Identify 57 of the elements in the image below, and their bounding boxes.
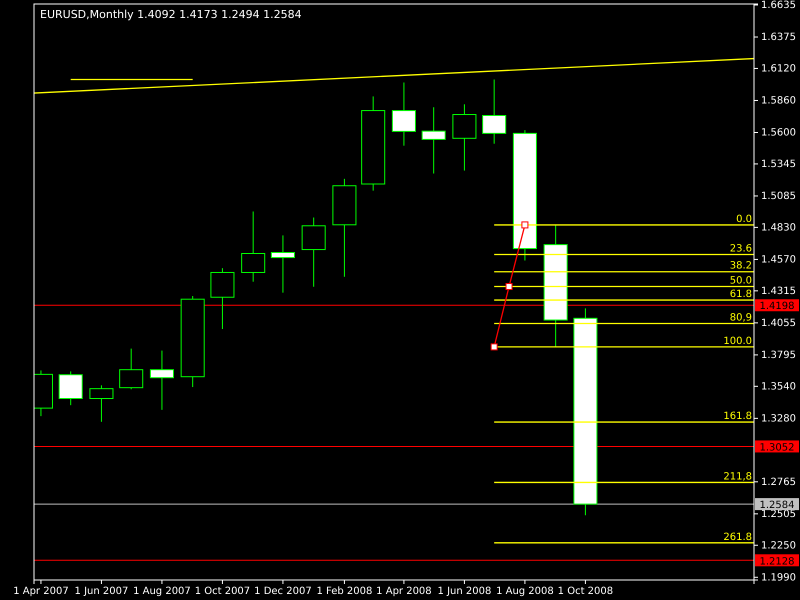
ref-line-label: 1.2128 xyxy=(760,556,794,568)
ref-line-label: 1.4198 xyxy=(760,301,794,312)
chart-title: EURUSD,Monthly 1.4092 1.4173 1.2494 1.2584 xyxy=(40,8,302,21)
y-tick-label: 1.3795 xyxy=(761,350,796,362)
y-tick-label: 1.3540 xyxy=(761,382,796,393)
point xyxy=(490,343,498,350)
ref-line-label: 1.3052 xyxy=(760,442,794,454)
y-tick-label: 1.5085 xyxy=(761,191,796,202)
x-tick-label: 1 Aug 2007 xyxy=(133,586,191,598)
series-label: 161.8 xyxy=(723,411,752,422)
candlestick xyxy=(89,384,114,422)
candlestick xyxy=(58,370,83,406)
y-tick-label: 1.5860 xyxy=(761,96,796,107)
x-tick-label: 1 Dec 2007 xyxy=(254,586,312,598)
candlestick xyxy=(392,82,416,146)
x-tick-label: 1 Jun 2007 xyxy=(74,586,128,598)
series-label: 261.8 xyxy=(723,532,752,543)
x-tick-label: 1 Apr 2007 xyxy=(13,586,69,598)
series-label: 80,9 xyxy=(730,312,752,324)
y-tick-label: 1.2250 xyxy=(761,540,796,552)
x-tick-label: 1 Oct 2008 xyxy=(558,586,614,598)
point xyxy=(521,221,528,228)
y-tick-label: 1.3280 xyxy=(761,414,796,425)
y-tick-label: 1.4315 xyxy=(761,286,796,298)
x-tick-label: 1 Apr 2008 xyxy=(376,586,432,598)
y-tick-label: 1.5600 xyxy=(761,128,796,139)
x-tick-label: 1 Jun 2008 xyxy=(438,586,492,598)
x-tick-label: 1 Oct 2007 xyxy=(194,586,250,598)
y-tick-label: 1.4830 xyxy=(761,222,796,234)
series-label: 38.2 xyxy=(730,260,752,272)
y-tick-label: 1.4570 xyxy=(761,254,796,266)
series-label: 0.0 xyxy=(736,214,752,225)
y-tick-label: 1.4055 xyxy=(761,318,796,330)
y-tick-label: 1.2765 xyxy=(761,477,796,488)
y-tick-label: 1.2505 xyxy=(761,509,796,520)
series-label: 211,8 xyxy=(723,471,752,482)
y-tick-label: 1.6635 xyxy=(761,0,796,12)
candlestick xyxy=(150,350,174,410)
y-tick-label: 1.6120 xyxy=(761,64,796,75)
candlestick xyxy=(302,217,326,288)
candlestick xyxy=(422,106,446,174)
candlestick xyxy=(241,210,266,282)
y-tick-label: 1.5345 xyxy=(761,159,796,170)
candlestick xyxy=(119,348,144,390)
series-label: 23.6 xyxy=(730,243,752,254)
candlestick xyxy=(270,234,295,294)
series-label: 100.0 xyxy=(723,336,752,347)
x-tick-label: 1 Aug 2008 xyxy=(496,586,554,598)
point xyxy=(506,283,513,290)
y-tick-label: 1.6375 xyxy=(761,32,796,44)
x-tick-label: 1 Feb 2008 xyxy=(316,586,372,598)
y-tick-label: 1.1990 xyxy=(761,572,796,584)
candlestick xyxy=(482,79,506,144)
series-label: 61.8 xyxy=(730,289,752,300)
candlestick xyxy=(452,104,476,172)
series-label: 50.0 xyxy=(730,276,752,287)
ref-line-label: 1.2584 xyxy=(760,500,794,512)
